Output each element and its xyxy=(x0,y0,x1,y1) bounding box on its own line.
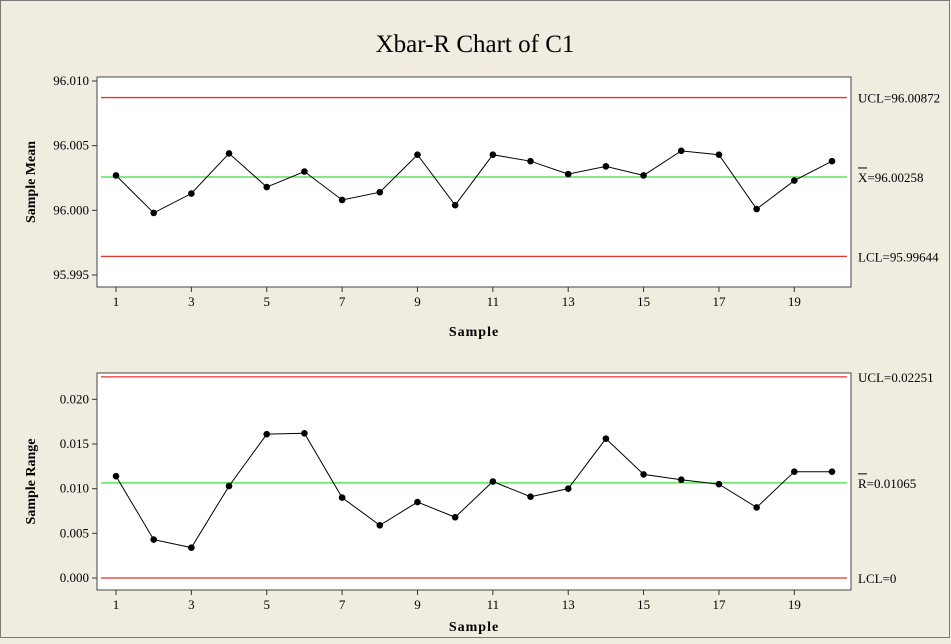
data-point xyxy=(715,480,723,488)
y-tick-label: 0.020 xyxy=(60,391,89,406)
control-label-ucl: UCL=0.02251 xyxy=(858,370,934,385)
data-point xyxy=(150,209,157,217)
x-tick-label: 15 xyxy=(637,597,650,612)
x-tick-label: 7 xyxy=(339,294,346,309)
x-tick-label: 1 xyxy=(113,294,120,309)
x-tick-label: 17 xyxy=(712,597,726,612)
y-tick-label: 96.010 xyxy=(53,73,89,88)
data-point xyxy=(753,205,760,213)
data-point xyxy=(791,468,798,475)
data-point xyxy=(338,494,346,501)
x-tick-label: 15 xyxy=(637,294,650,309)
data-point xyxy=(376,521,384,529)
y-tick-label: 0.000 xyxy=(60,570,89,585)
x-tick-label: 19 xyxy=(788,294,801,309)
data-point xyxy=(301,429,308,437)
x-tick-label: 13 xyxy=(562,294,575,309)
data-point xyxy=(451,513,459,521)
data-point xyxy=(527,157,534,165)
x-tick-label: 7 xyxy=(339,597,346,612)
control-label-ucl: UCL=96.00872 xyxy=(858,91,940,106)
x-tick-label: 9 xyxy=(414,597,421,612)
data-point xyxy=(451,201,459,209)
x-tick-label: 5 xyxy=(263,294,270,309)
data-point xyxy=(489,151,497,159)
data-point xyxy=(791,177,798,184)
series-line xyxy=(115,150,833,214)
data-point xyxy=(602,163,610,170)
y-tick-label: 96.005 xyxy=(53,138,89,153)
data-point xyxy=(188,544,195,551)
data-point xyxy=(828,157,836,165)
x-tick-label: 3 xyxy=(188,294,195,309)
data-point xyxy=(225,482,233,490)
x-tick-label: 11 xyxy=(487,597,500,612)
data-point xyxy=(414,151,421,159)
series-line xyxy=(115,432,832,549)
x-tick-label: 17 xyxy=(712,294,726,309)
data-point xyxy=(715,151,723,159)
data-point xyxy=(188,190,195,197)
data-point xyxy=(263,183,271,191)
x-axis-label: Sample xyxy=(449,325,499,340)
x-tick-label: 13 xyxy=(562,597,575,612)
data-point xyxy=(527,493,534,501)
y-axis-label: Sample Range xyxy=(24,439,39,525)
x-axis-label: Sample xyxy=(449,620,499,635)
data-point xyxy=(677,147,685,155)
x-tick-label: 9 xyxy=(414,294,421,309)
plot-area xyxy=(96,76,852,288)
control-label-center: R=0.01065 xyxy=(858,476,916,491)
data-point xyxy=(640,471,647,478)
data-point xyxy=(414,498,421,506)
control-label-lcl: LCL=0 xyxy=(858,571,896,586)
data-point xyxy=(301,168,308,175)
y-tick-label: 96.000 xyxy=(53,202,89,217)
control-label-center: X=96.00258 xyxy=(858,170,923,185)
data-point xyxy=(150,536,157,543)
data-point xyxy=(112,172,120,179)
x-tick-label: 11 xyxy=(487,294,500,309)
data-point xyxy=(640,172,647,179)
x-tick-label: 19 xyxy=(788,597,801,612)
x-tick-label: 5 xyxy=(263,597,270,612)
data-point xyxy=(338,196,346,204)
data-point xyxy=(112,472,120,480)
x-tick-label: 1 xyxy=(113,597,120,612)
plot-area xyxy=(96,372,852,591)
y-tick-label: 95.995 xyxy=(53,267,89,282)
y-tick-label: 0.015 xyxy=(60,436,89,451)
control-label-lcl: LCL=95.99644 xyxy=(858,249,939,264)
y-tick-label: 0.010 xyxy=(60,481,89,496)
data-point xyxy=(564,485,572,492)
data-point xyxy=(263,430,271,438)
data-point xyxy=(225,150,233,157)
x-tick-label: 3 xyxy=(188,597,195,612)
y-axis-label: Sample Mean xyxy=(24,141,39,223)
data-point xyxy=(677,476,685,484)
chart-title: Xbar-R Chart of C1 xyxy=(376,31,575,58)
data-point xyxy=(753,504,760,511)
data-point xyxy=(564,170,572,178)
data-point xyxy=(376,188,384,196)
data-point xyxy=(489,478,497,485)
data-point xyxy=(602,435,610,442)
data-point xyxy=(828,468,836,475)
y-tick-label: 0.005 xyxy=(60,525,89,540)
